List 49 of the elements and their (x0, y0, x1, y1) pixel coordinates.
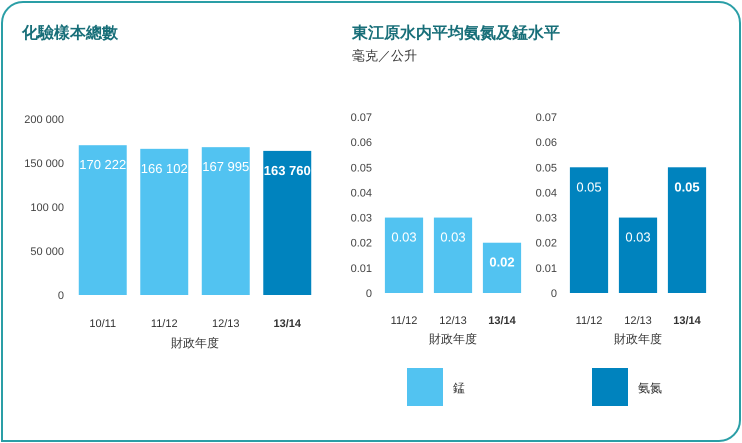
x-tick-label: 13/14 (273, 318, 302, 330)
y-tick-label: 0.06 (350, 137, 372, 150)
y-tick-label: 0.03 (536, 212, 557, 225)
y-tick-label: 0.04 (350, 187, 372, 200)
data-label: 170 222 (79, 157, 126, 172)
y-tick-label: 50 000 (30, 246, 64, 258)
y-tick-label: 100 00 (30, 202, 64, 214)
y-tick-label: 0.02 (350, 238, 372, 250)
data-label: 0.05 (674, 179, 700, 194)
data-label: 0.03 (391, 230, 417, 245)
data-label: 0.05 (576, 179, 602, 194)
y-tick-label: 0.07 (350, 112, 372, 124)
legend-label: 氨氮 (638, 381, 662, 395)
y-tick-label: 0.05 (536, 162, 557, 174)
y-tick-label: 150 000 (24, 158, 64, 170)
x-axis-title: 財政年度 (614, 332, 662, 346)
chart-title: 化驗樣本總數 (21, 24, 119, 42)
x-tick-label: 12/13 (212, 318, 240, 330)
y-tick-label: 0 (366, 288, 372, 300)
y-tick-label: 0 (550, 288, 557, 300)
y-tick-label: 0.03 (350, 212, 372, 225)
data-label: 0.03 (625, 230, 651, 245)
y-tick-label: 0.06 (536, 137, 557, 150)
x-tick-label: 10/11 (89, 318, 116, 330)
y-tick-label: 0 (58, 290, 64, 302)
x-tick-label: 11/12 (576, 315, 602, 327)
chart-subtitle: 毫克／公升 (352, 48, 417, 63)
y-tick-label: 0.01 (536, 262, 557, 275)
y-tick-label: 0.07 (536, 112, 557, 124)
legend-label: 錳 (453, 381, 465, 395)
data-label: 167 995 (202, 159, 250, 174)
x-axis-title: 財政年度 (429, 332, 477, 346)
x-tick-label: 12/13 (439, 315, 467, 327)
y-tick-label: 0.01 (350, 262, 372, 275)
y-tick-label: 200 000 (24, 114, 64, 126)
data-label: 163 760 (264, 162, 311, 178)
y-tick-label: 0.05 (350, 162, 372, 174)
data-label: 0.03 (440, 230, 466, 245)
x-axis-title: 財政年度 (171, 336, 219, 350)
x-tick-label: 13/14 (488, 315, 517, 327)
x-tick-label: 13/14 (673, 315, 702, 327)
x-tick-label: 11/12 (150, 318, 178, 330)
chart-title: 東江原水内平均氨氮及錳水平 (351, 24, 560, 42)
data-label: 166 102 (140, 160, 188, 176)
y-tick-label: 0.04 (536, 187, 557, 200)
x-tick-label: 11/12 (390, 315, 418, 327)
x-tick-label: 12/13 (624, 315, 652, 327)
y-tick-label: 0.02 (536, 238, 557, 250)
data-label: 0.02 (489, 254, 515, 270)
